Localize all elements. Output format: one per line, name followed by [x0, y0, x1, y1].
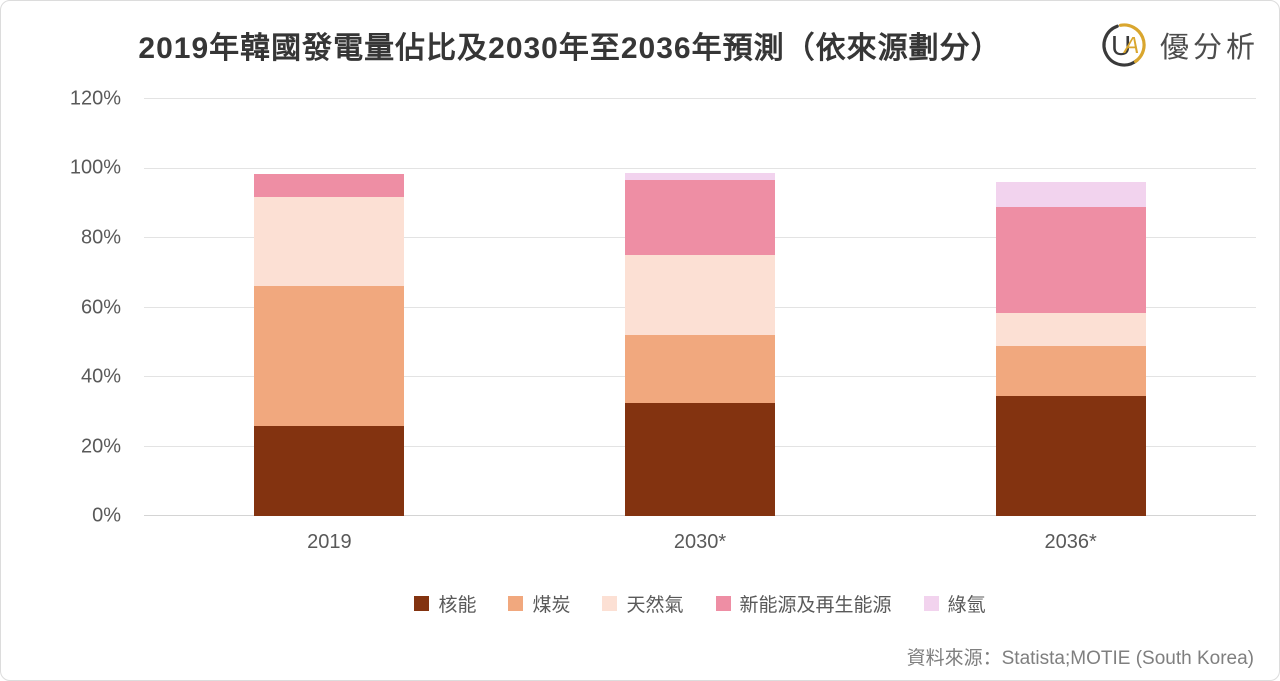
- bar-segment-nuclear: [254, 426, 405, 516]
- chart-title: 2019年韓國發電量佔比及2030年至2036年預測（依來源劃分）: [138, 32, 1002, 65]
- x-axis-label-2019: 2019: [307, 531, 352, 553]
- legend-swatch-nuclear: [414, 596, 430, 611]
- bar-segment-lng: [254, 196, 405, 286]
- legend-item-hydrogen: 綠氫: [923, 590, 986, 617]
- y-axis-tick-label: 120%: [69, 87, 121, 110]
- y-axis: 0% 20% 40% 60% 80% 100% 120%: [1, 88, 121, 527]
- bar-2019: [254, 99, 405, 516]
- bar-segment-renewables: [995, 207, 1146, 314]
- y-axis-tick-label: 20%: [80, 435, 121, 457]
- plot-area: [144, 98, 1256, 516]
- legend-item-lng: 天然氣: [602, 590, 684, 617]
- y-axis-tick-label: 80%: [80, 226, 121, 249]
- bar-segment-coal: [254, 285, 405, 426]
- legend-label: 天然氣: [626, 595, 684, 616]
- bar-segment-renewables: [625, 180, 775, 256]
- bar-segment-hydrogen: [995, 182, 1146, 208]
- svg-text:A: A: [1122, 32, 1139, 58]
- svg-text:U: U: [1111, 30, 1131, 61]
- bar-segment-coal: [625, 334, 775, 404]
- bar-segment-lng: [995, 313, 1146, 346]
- brand-logo: U A 優分析: [1100, 21, 1259, 69]
- bar-segment-coal: [995, 345, 1146, 396]
- y-axis-tick-label: 100%: [69, 156, 121, 179]
- legend-label: 煤炭: [532, 595, 571, 616]
- x-axis-label-2036: 2036*: [1044, 531, 1097, 553]
- bar-segment-renewables: [254, 174, 405, 197]
- y-axis-tick-label: 0%: [92, 504, 121, 527]
- bar-2030: [625, 99, 775, 516]
- x-axis-label-2030: 2030*: [673, 531, 727, 553]
- legend-label: 新能源及再生能源: [739, 595, 892, 616]
- legend-label: 核能: [438, 595, 477, 616]
- bar-2036: [995, 99, 1146, 516]
- legend-swatch-renewables: [715, 596, 731, 611]
- legend-swatch-coal: [508, 596, 524, 611]
- y-axis-tick-label: 40%: [80, 365, 121, 388]
- x-axis: 2019 2030* 2036*: [144, 531, 1256, 561]
- legend-swatch-hydrogen: [923, 596, 939, 611]
- chart-legend: 核能 煤炭 天然氣 新能源及再生能源 綠氫: [144, 590, 1256, 617]
- bar-segment-nuclear: [995, 395, 1146, 516]
- legend-item-renewables: 新能源及再生能源: [715, 590, 892, 617]
- legend-label: 綠氫: [947, 595, 986, 616]
- bar-segment-nuclear: [625, 403, 775, 516]
- legend-item-nuclear: 核能: [414, 590, 476, 617]
- source-note: 資料來源：Statista;MOTIE (South Korea): [906, 648, 1254, 669]
- y-axis-tick-label: 60%: [80, 296, 121, 318]
- legend-swatch-lng: [602, 596, 618, 611]
- gridline-100: [144, 167, 1256, 169]
- gridline-120: [144, 98, 1256, 99]
- bar-segment-hydrogen: [625, 173, 775, 181]
- legend-item-coal: 煤炭: [508, 590, 570, 617]
- bar-segment-lng: [625, 255, 775, 335]
- ua-monogram-icon: U A: [1102, 23, 1146, 67]
- brand-name: 優分析: [1159, 32, 1259, 64]
